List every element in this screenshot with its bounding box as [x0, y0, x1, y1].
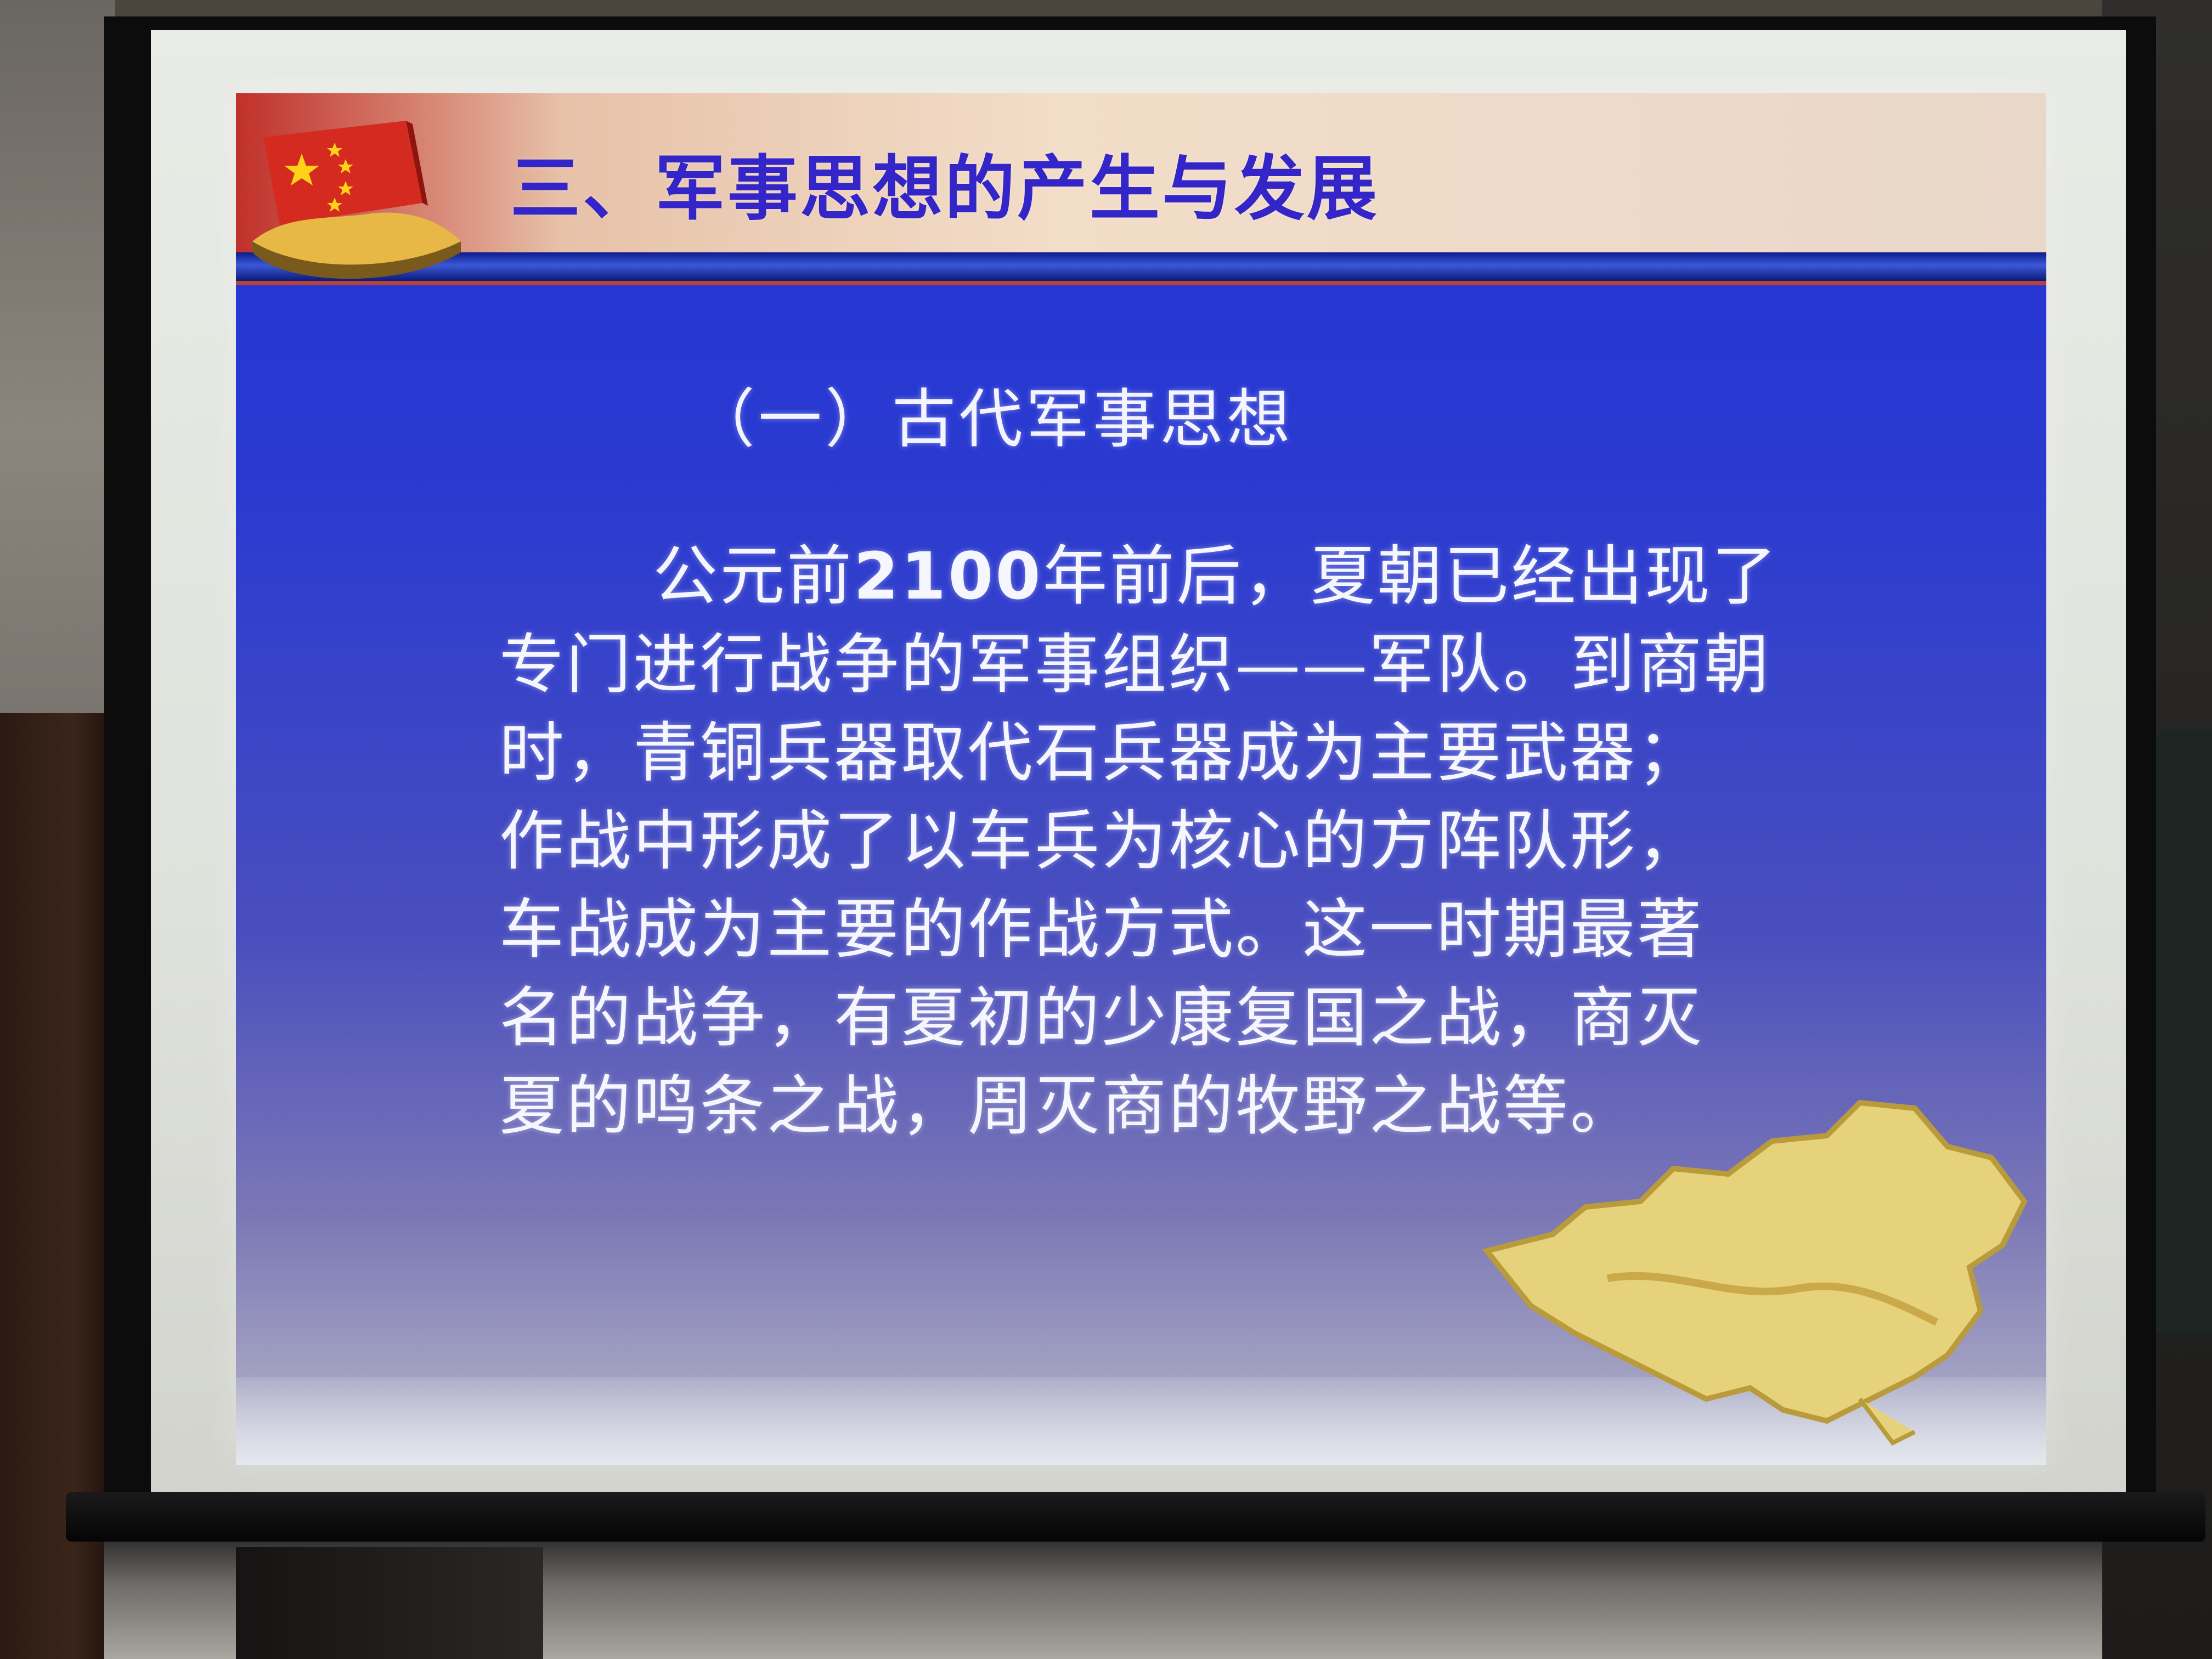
- body-line-5: 车战成为主要的作战方式。这一时期最著: [499, 891, 1705, 967]
- chinese-flag-icon: [252, 121, 461, 279]
- body-year-2100: 2100: [854, 538, 1043, 614]
- body-line-6: 名的战争，有夏初的少康复国之战，商灭: [499, 980, 1705, 1056]
- room-wall-left: [0, 0, 115, 713]
- body-line-1-end: 年前后，夏朝已经出现了: [1042, 538, 1779, 614]
- slide-title: 三、军事思想的产生与发展: [510, 148, 1380, 230]
- room-column: [236, 1547, 543, 1659]
- body-line-1: 公元前2100年前后，夏朝已经出现了: [499, 532, 1926, 620]
- body-line-4: 作战中形成了以车兵为核心的方阵队形，: [499, 803, 1705, 879]
- title-divider-line: [236, 281, 2046, 285]
- body-line-3: 时，青铜兵器取代石兵器成为主要武器；: [499, 715, 1705, 791]
- body-line-2: 专门进行战争的军事组织——军队。到商朝: [499, 627, 1771, 702]
- title-banner: [236, 93, 2046, 252]
- body-line-1-start: 公元前: [653, 538, 854, 614]
- presentation-slide: 三、军事思想的产生与发展 （一）古代军事思想 公元前2100年前后，夏朝已经出现…: [236, 93, 2046, 1465]
- title-divider-stripe: [236, 252, 2046, 281]
- slide-subtitle: （一）古代军事思想: [691, 382, 1294, 456]
- projector-screen-bottom-bar: [66, 1492, 2205, 1542]
- slide-body-text: 公元前2100年前后，夏朝已经出现了 专门进行战争的军事组织——军队。到商朝 时…: [499, 532, 1926, 1150]
- china-map-icon: [1482, 1099, 2028, 1446]
- body-line-7: 夏的鸣条之战，周灭商的牧野之战等。: [499, 1068, 1638, 1144]
